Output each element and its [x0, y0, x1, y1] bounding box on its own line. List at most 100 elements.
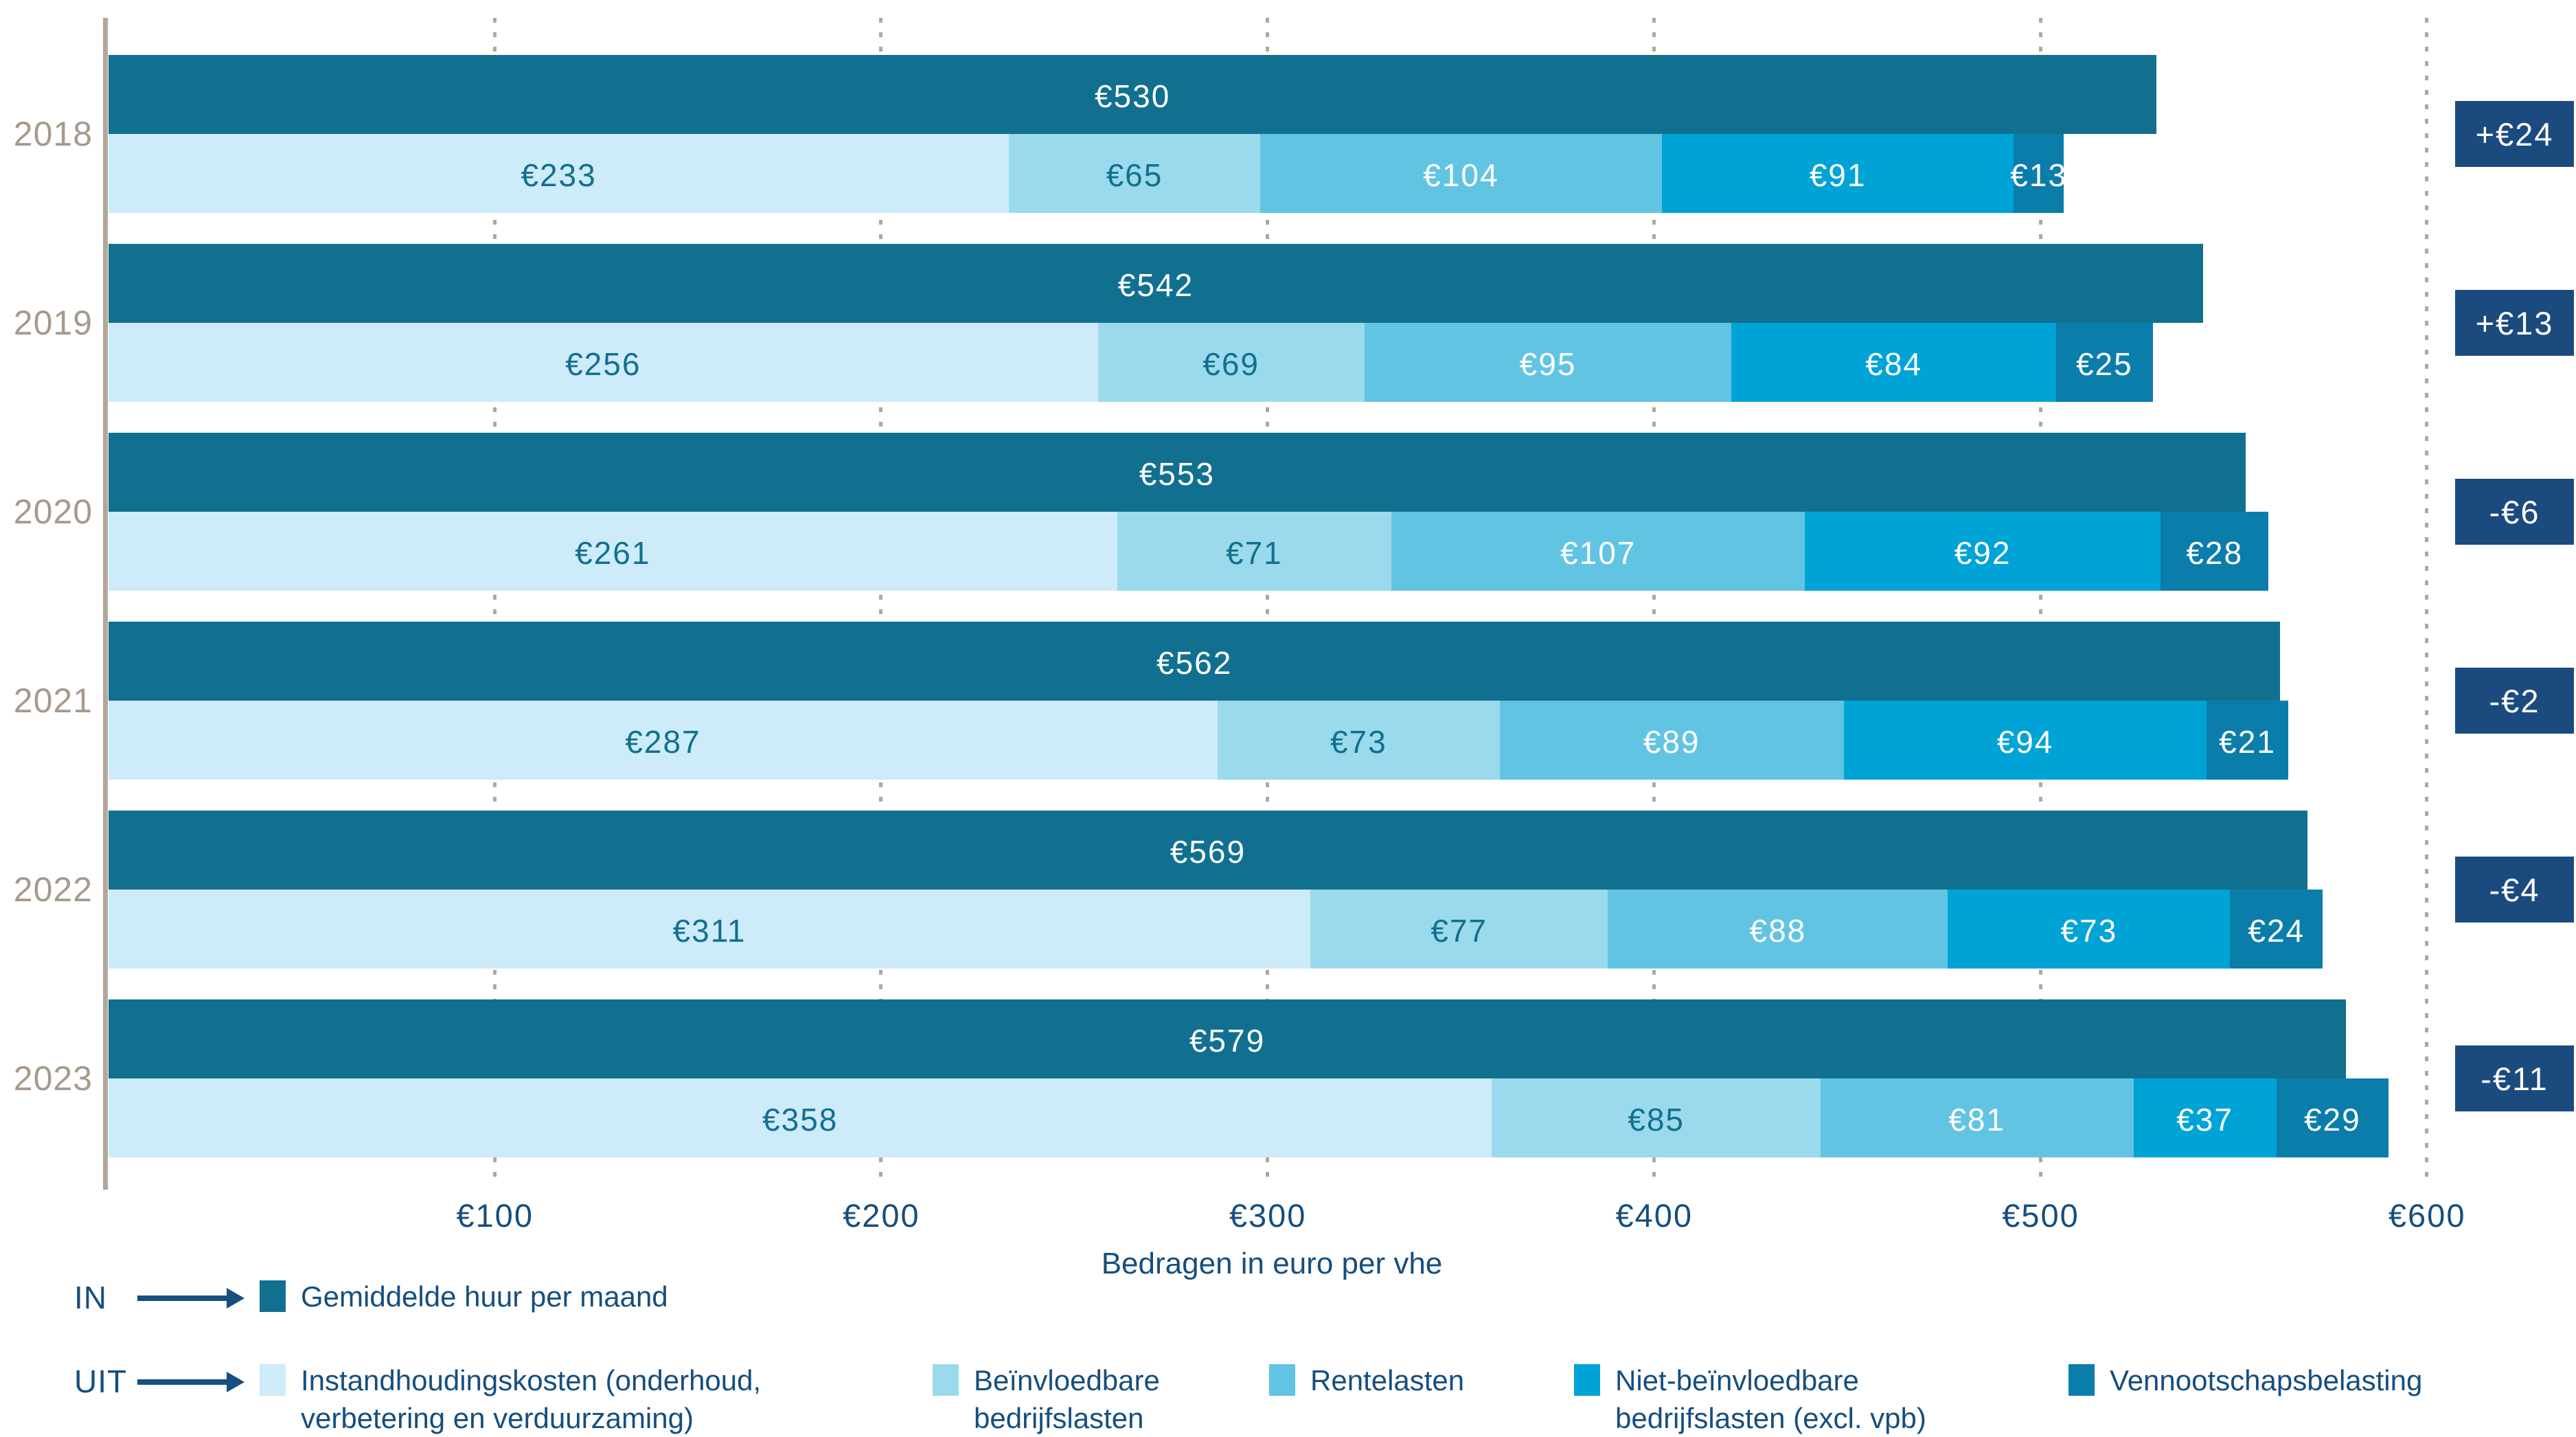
uit-segment-2 — [1364, 323, 1732, 402]
diff-badge: -€4 — [2455, 857, 2574, 923]
uit-segment-1 — [1492, 1078, 1821, 1157]
x-tick-label: €300 — [1229, 1197, 1307, 1234]
uit-segment-value-2: €104 — [1423, 157, 1499, 193]
uit-segment-4 — [2207, 701, 2288, 780]
legend-swatch-uit-0 — [260, 1364, 286, 1396]
year-label: 2022 — [13, 870, 93, 909]
uit-segment-value-4: €24 — [2248, 912, 2305, 949]
in-bar — [109, 55, 2157, 134]
legend-label-uit-4: Vennootschapsbelasting — [2110, 1364, 2423, 1396]
uit-segment-3 — [1843, 701, 2207, 780]
uit-segment-3 — [1948, 890, 2231, 969]
uit-segment-value-1: €73 — [1330, 723, 1387, 760]
uit-segment-value-4: €29 — [2303, 1101, 2361, 1138]
year-label: 2020 — [13, 493, 93, 531]
x-tick-label: €100 — [456, 1197, 534, 1234]
uit-segment-value-0: €311 — [672, 912, 746, 949]
uit-segment-2 — [1391, 512, 1805, 591]
in-bar — [109, 999, 2347, 1078]
legend-label-uit-0: verbetering en verduurzaming) — [301, 1402, 694, 1434]
uit-segment-2 — [1259, 134, 1663, 213]
y-axis-line — [103, 18, 108, 1190]
legend-label-uit-1: Beïnvloedbare — [974, 1364, 1160, 1396]
in-bar-value: €579 — [1189, 1022, 1266, 1059]
uit-segment-4 — [2014, 134, 2064, 213]
uit-segment-value-1: €69 — [1202, 346, 1260, 382]
legend-label-uit-3: Niet-beïnvloedbare — [1615, 1364, 1859, 1396]
legend-swatch-uit-3 — [1574, 1364, 1600, 1396]
uit-segment-value-3: €94 — [1996, 723, 2054, 760]
in-bar — [109, 622, 2281, 701]
gridline — [2038, 18, 2042, 1186]
uit-segment-0 — [109, 134, 1010, 213]
uit-segment-value-3: €91 — [1809, 157, 1867, 193]
legend-label-uit-2: Rentelasten — [1310, 1364, 1465, 1396]
uit-segment-3 — [2133, 1078, 2277, 1157]
uit-segment-value-3: €92 — [1954, 534, 2011, 571]
uit-segment-value-0: €358 — [762, 1101, 839, 1138]
uit-segment-value-4: €13 — [2010, 157, 2068, 193]
uit-segment-value-1: €85 — [1628, 1101, 1685, 1138]
diff-badge: +€24 — [2455, 101, 2574, 167]
uit-segment-0 — [109, 890, 1310, 969]
uit-segment-4 — [2056, 323, 2153, 402]
gridline — [1266, 18, 1270, 1186]
uit-segment-value-2: €107 — [1560, 534, 1637, 571]
uit-segment-value-0: €233 — [521, 157, 597, 193]
in-bar-value: €542 — [1117, 267, 1194, 303]
in-bar-value: €562 — [1156, 644, 1233, 681]
legend-swatch-uit-1 — [933, 1364, 959, 1396]
uit-segment-value-3: €37 — [2176, 1101, 2234, 1138]
in-bar-value: €569 — [1170, 833, 1246, 870]
x-tick-label: €600 — [2388, 1197, 2466, 1234]
uit-segment-4 — [2276, 1078, 2389, 1157]
uit-segment-value-4: €28 — [2186, 534, 2244, 571]
legend-label-uit-3: bedrijfslasten (excl. vpb) — [1615, 1402, 1926, 1434]
in-bar-value: €530 — [1094, 78, 1171, 114]
in-bar — [109, 244, 2203, 323]
legend-swatch-in — [260, 1280, 286, 1312]
uit-segment-2 — [1820, 1078, 2134, 1157]
uit-segment-4 — [2230, 890, 2323, 969]
x-tick-label: €500 — [2002, 1197, 2079, 1234]
legend-swatch-uit-2 — [1269, 1364, 1295, 1396]
gridline — [492, 18, 497, 1186]
x-tick-label: €400 — [1615, 1197, 1694, 1234]
uit-segment-3 — [1731, 323, 2056, 402]
uit-segment-3 — [1805, 512, 2161, 591]
uit-segment-0 — [109, 701, 1218, 780]
uit-segment-2 — [1608, 890, 1948, 969]
in-bar — [109, 433, 2246, 512]
uit-segment-4 — [2160, 512, 2269, 591]
year-label: 2019 — [13, 304, 93, 342]
gridline — [879, 18, 883, 1186]
uit-segment-value-1: €65 — [1106, 157, 1163, 193]
uit-segment-value-4: €25 — [2075, 346, 2133, 382]
uit-segment-value-1: €71 — [1226, 534, 1283, 571]
uit-segment-2 — [1499, 701, 1844, 780]
legend-uit-prefix: UIT — [74, 1364, 128, 1399]
uit-segment-0 — [109, 323, 1098, 402]
uit-segment-value-2: €88 — [1749, 912, 1807, 949]
x-axis-title: Bedragen in euro per vhe — [1101, 1247, 1443, 1280]
year-label: 2018 — [13, 115, 93, 153]
diff-badge: +€13 — [2455, 290, 2574, 356]
uit-segment-1 — [1217, 701, 1500, 780]
uit-segment-value-1: €77 — [1431, 912, 1488, 949]
uit-segment-0 — [109, 512, 1117, 591]
in-arrowhead-icon — [227, 1288, 244, 1309]
in-arrow-icon — [137, 1295, 227, 1301]
uit-segment-1 — [1310, 890, 1608, 969]
uit-segment-1 — [1117, 512, 1392, 591]
legend-label-uit-1: bedrijfslasten — [974, 1402, 1144, 1434]
uit-arrowhead-icon — [227, 1372, 244, 1392]
uit-segment-1 — [1097, 323, 1365, 402]
in-bar — [109, 811, 2307, 890]
diff-badge: -€2 — [2455, 668, 2574, 734]
uit-segment-1 — [1009, 134, 1260, 213]
diff-badge: -€11 — [2455, 1045, 2574, 1111]
diff-badge: -€6 — [2455, 479, 2574, 545]
legend-swatch-uit-4 — [2068, 1364, 2095, 1396]
x-tick-label: €200 — [843, 1197, 920, 1234]
gridline — [2425, 18, 2429, 1186]
